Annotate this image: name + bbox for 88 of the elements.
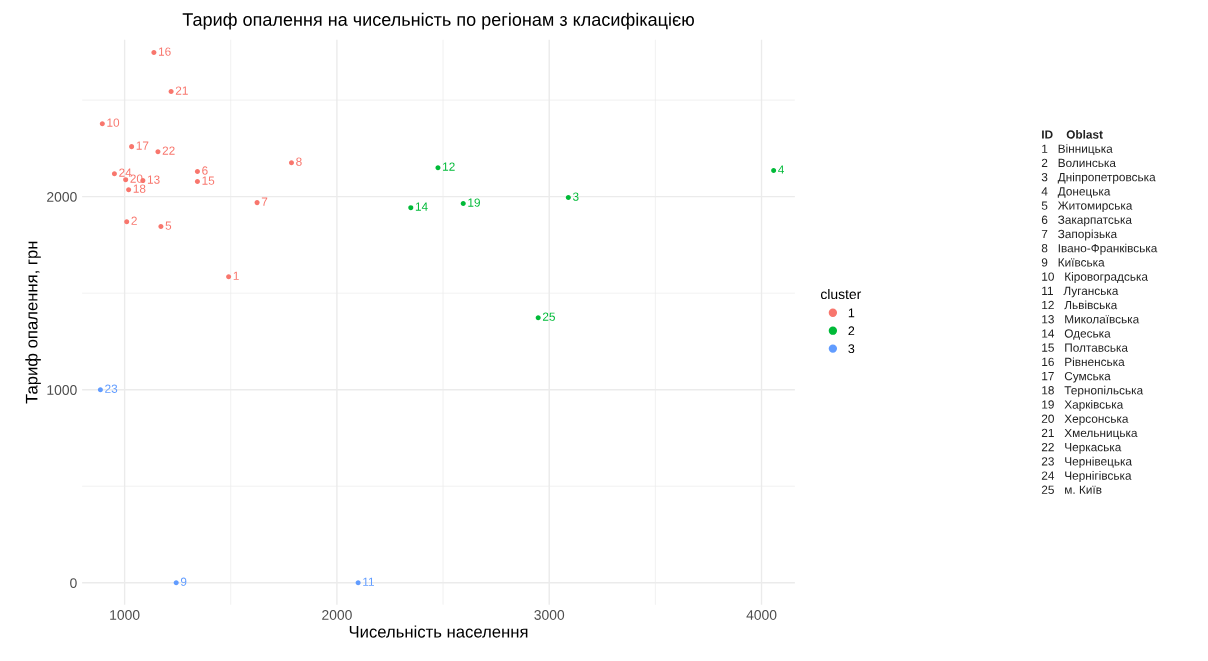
annotation: 22 [162, 146, 175, 155]
text: 17 Сумська [1042, 371, 1111, 383]
text: 19 Харківська [1042, 400, 1124, 412]
point [129, 144, 135, 150]
x-tick-label: 4000 [746, 610, 777, 620]
text: 3 Дніпропетровська [1041, 172, 1156, 184]
y-axis-title: Тариф опалення, грн [25, 241, 41, 404]
point [168, 89, 174, 95]
point [155, 149, 161, 155]
annotation: 4 [778, 165, 785, 174]
annotation: 5 [165, 221, 172, 230]
annotation: 3 [572, 192, 579, 201]
annotation: 9 [180, 577, 187, 586]
text: 12 Львівська [1042, 300, 1118, 310]
annotation: 12 [443, 162, 455, 171]
point [194, 179, 200, 185]
y-tick-label: 1000 [47, 385, 77, 395]
point [535, 315, 541, 321]
point [254, 200, 260, 206]
annotation: 8 [296, 157, 302, 166]
annotation: 6 [202, 166, 208, 175]
text: 9 Київська [1041, 258, 1105, 267]
text: 10 Кіровоградська [1042, 272, 1148, 284]
text: 13 Миколаївська [1042, 315, 1140, 324]
x-tick-label: 1000 [110, 610, 140, 620]
text: 25 м. Київ [1041, 485, 1102, 494]
point [124, 219, 130, 225]
point [123, 177, 129, 183]
point [97, 387, 103, 393]
annotation: 17 [136, 141, 149, 150]
text: 5 Житомирська [1041, 201, 1133, 213]
point [355, 580, 361, 586]
annotation: 15 [202, 176, 215, 185]
annotation: 25 [542, 312, 555, 321]
annotation: 16 [158, 47, 171, 56]
text: 15 Полтавська [1042, 343, 1128, 352]
annotation: 2 [131, 216, 137, 225]
annotation: 11 [363, 577, 374, 586]
annotation: 23 [105, 384, 118, 393]
text: 7 Запорізька [1041, 229, 1118, 241]
annotation: 7 [261, 197, 268, 206]
text: 23 Чернівецька [1041, 456, 1133, 468]
point [158, 224, 164, 230]
point [435, 165, 441, 171]
annotation: 24 [119, 168, 132, 177]
legend-label: 1 [848, 308, 855, 318]
y-tick-label: 2000 [47, 191, 77, 202]
point [126, 187, 132, 193]
annotation: 18 [133, 184, 146, 193]
point [408, 205, 414, 211]
legend-label: 3 [848, 344, 855, 354]
x-axis-title: Чисельність населення [349, 625, 528, 638]
point [99, 121, 105, 127]
text: 16 Рівненська [1042, 357, 1125, 367]
legend-label: 2 [848, 326, 855, 336]
text: 8 Івано-Франківська [1041, 243, 1158, 255]
legend-title: cluster [820, 288, 862, 300]
point [151, 50, 157, 56]
point [565, 195, 571, 201]
annotation: 1 [233, 271, 239, 280]
text: 22 Черкаська [1041, 442, 1122, 454]
text: ID Oblast [1042, 130, 1103, 139]
text: 21 Хмельницька [1041, 428, 1138, 440]
text: 2 Волинська [1041, 158, 1116, 168]
point [194, 169, 200, 175]
text: 1 Вінницька [1042, 144, 1113, 156]
chart-title: Тариф опалення на чисельність по регіонам з класифікацією [182, 12, 694, 30]
point [226, 274, 232, 280]
point [771, 168, 777, 174]
annotation: 19 [468, 198, 480, 207]
text: 18 Тернопільська [1042, 385, 1144, 397]
text: 6 Закарпатська [1041, 215, 1132, 227]
y-tick-label: 0 [70, 578, 77, 588]
text: 4 Донецька [1041, 187, 1111, 198]
point [460, 201, 466, 207]
x-tick-label: 3000 [534, 610, 565, 620]
point [111, 171, 117, 177]
point [288, 160, 294, 166]
annotation: 10 [107, 118, 120, 127]
point [173, 580, 179, 586]
x-tick-label: 2000 [322, 610, 352, 620]
text: 14 Одеська [1042, 329, 1111, 340]
annotation: 21 [175, 86, 188, 95]
text: 20 Херсонська [1041, 414, 1129, 426]
text: 24 Чернігівська [1041, 471, 1132, 483]
annotation: 14 [415, 202, 428, 211]
text: 11 Луганська [1042, 286, 1119, 298]
annotation: 13 [147, 175, 160, 184]
